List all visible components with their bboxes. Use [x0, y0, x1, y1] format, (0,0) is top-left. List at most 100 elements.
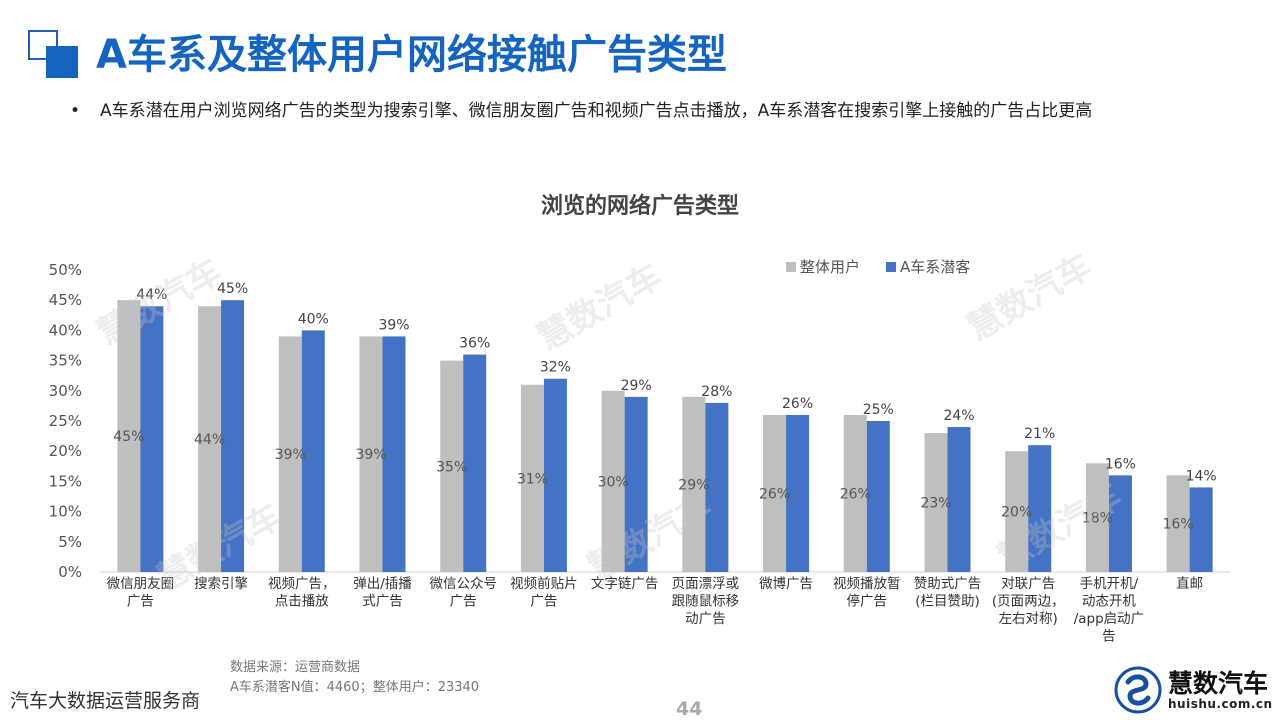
bar-整体用户 — [198, 306, 222, 572]
x-category-label: 视频播放暂 — [833, 576, 901, 592]
x-category-label: 跟随鼠标移 — [672, 594, 740, 610]
bar-A车系潜客 — [1108, 475, 1132, 572]
data-label-A车系潜客: 26% — [782, 396, 813, 412]
bar-整体用户 — [1005, 451, 1029, 572]
x-category-label: (页面两边， — [992, 594, 1065, 610]
bar-chart: 0% 5% 10% 15% 20% 25% 30% 35% 40% 45% 50% 45% 44% 微信朋… — [49, 258, 1230, 645]
summary-text: A车系潜在用户浏览网络广告的类型为搜索引擎、微信朋友圈广告和视频广告点击播放，A… — [100, 101, 1093, 121]
y-tick-label: 0% — [58, 563, 82, 581]
data-label-整体用户: 39% — [275, 447, 306, 463]
legend-swatch — [886, 262, 896, 272]
bar-A车系潜客 — [786, 414, 810, 572]
data-label-整体用户: 23% — [920, 496, 951, 512]
data-label-整体用户: 26% — [840, 486, 871, 502]
data-label-A车系潜客: 44% — [136, 287, 167, 303]
y-tick-label: 50% — [49, 261, 82, 279]
summary-bullet: • A车系潜在用户浏览网络广告的类型为搜索引擎、微信朋友圈广告和视频广告点击播放，… — [70, 96, 1092, 121]
data-label-整体用户: 18% — [1082, 511, 1113, 527]
huishu-logo-icon — [1114, 666, 1162, 714]
bar-整体用户 — [278, 336, 302, 572]
x-category-label: 广告 — [530, 594, 557, 610]
data-label-整体用户: 20% — [1001, 505, 1032, 521]
data-label-整体用户: 30% — [598, 474, 629, 490]
x-category-label: 微博广告 — [759, 575, 813, 592]
data-label-整体用户: 45% — [113, 429, 144, 445]
data-label-整体用户: 44% — [194, 432, 225, 448]
data-label-整体用户: 29% — [678, 477, 709, 493]
x-category-label: 告 — [1102, 629, 1116, 645]
legend-label: 整体用户 — [800, 258, 860, 276]
x-category-label: 视频前贴片 — [510, 575, 578, 592]
data-label-A车系潜客: 39% — [378, 317, 409, 333]
bar-整体用户 — [520, 384, 544, 572]
y-tick-label: 25% — [49, 412, 82, 430]
title-decoration — [28, 30, 80, 78]
title-deco-outline — [28, 30, 58, 60]
page-title: A车系及整体用户网络接触广告类型 — [96, 32, 727, 78]
data-label-A车系潜客: 16% — [1105, 456, 1136, 472]
data-label-整体用户: 31% — [517, 471, 548, 487]
x-category-label: 广告 — [127, 594, 154, 610]
bar-整体用户 — [1166, 475, 1190, 572]
x-category-label: 手机开机/ — [1080, 576, 1139, 592]
x-category-label: /app启动广 — [1074, 611, 1144, 627]
data-label-A车系潜客: 36% — [459, 336, 490, 352]
bar-A车系潜客 — [301, 330, 325, 572]
bar-整体用户 — [440, 360, 464, 572]
data-label-A车系潜客: 21% — [1024, 426, 1055, 442]
y-tick-label: 10% — [49, 503, 82, 521]
bar-A车系潜客 — [221, 300, 245, 572]
bar-整体用户 — [601, 390, 625, 572]
bar-A车系潜客 — [1189, 487, 1213, 572]
x-category-label: 微信朋友圈 — [107, 576, 175, 592]
bar-A车系潜客 — [543, 378, 567, 572]
x-category-label: 左右对称) — [999, 611, 1058, 627]
source-line-1: 数据来源：运营商数据 — [230, 660, 361, 675]
x-category-label: 直邮 — [1176, 576, 1203, 592]
data-label-A车系潜客: 28% — [701, 384, 732, 400]
y-tick-label: 35% — [49, 352, 82, 370]
y-tick-label: 15% — [49, 472, 82, 490]
chart-title: 浏览的网络广告类型 — [540, 194, 739, 219]
bullet-dot: • — [70, 101, 81, 121]
bar-A车系潜客 — [947, 427, 971, 572]
data-source: 数据来源：运营商数据 A车系潜客N值：4460；整体用户：23340 — [230, 658, 479, 698]
data-label-A车系潜客: 25% — [863, 402, 894, 418]
data-label-A车系潜客: 24% — [943, 408, 974, 424]
bar-A车系潜客 — [866, 421, 890, 572]
bar-A车系潜客 — [624, 396, 648, 572]
x-category-label: 微信公众号 — [429, 576, 497, 592]
data-label-整体用户: 26% — [759, 486, 790, 502]
footer-tagline: 汽车大数据运营服务商 — [10, 690, 201, 712]
bar-A车系潜客 — [705, 402, 729, 572]
legend-label: A车系潜客 — [900, 258, 970, 276]
logo-url: huishu.com.cn — [1168, 697, 1273, 711]
x-category-label: (栏目赞助) — [915, 594, 980, 610]
y-tick-label: 45% — [49, 291, 82, 309]
x-category-label: 文字链广告 — [591, 576, 659, 592]
x-category-label: 点击播放 — [275, 594, 329, 610]
x-category-label: 动态开机 — [1082, 594, 1136, 610]
x-category-label: 对联广告 — [1001, 576, 1055, 592]
y-tick-label: 40% — [49, 321, 82, 339]
data-label-整体用户: 35% — [436, 459, 467, 475]
bar-A车系潜客 — [1028, 445, 1052, 572]
bar-整体用户 — [1085, 463, 1109, 572]
bar-A车系潜客 — [463, 354, 487, 572]
page-number: 44 — [676, 698, 703, 720]
bar-A车系潜客 — [382, 336, 406, 572]
data-label-A车系潜客: 14% — [1186, 468, 1217, 484]
x-category-label: 赞助式广告 — [914, 576, 982, 592]
logo-brand: 慧数汽车 — [1168, 669, 1269, 698]
bar-整体用户 — [117, 300, 141, 572]
brand-logo: 慧数汽车 huishu.com.cn — [1114, 664, 1274, 718]
x-category-label: 动广告 — [685, 611, 726, 627]
bar-整体用户 — [924, 433, 948, 572]
x-category-label: 广告 — [450, 594, 477, 610]
bar-整体用户 — [763, 414, 787, 572]
x-category-label: 弹出/插播 — [353, 576, 412, 592]
bar-A车系潜客 — [140, 306, 164, 572]
data-label-A车系潜客: 32% — [540, 360, 571, 376]
x-category-label: 页面漂浮或 — [672, 576, 740, 592]
bar-整体用户 — [359, 336, 383, 572]
